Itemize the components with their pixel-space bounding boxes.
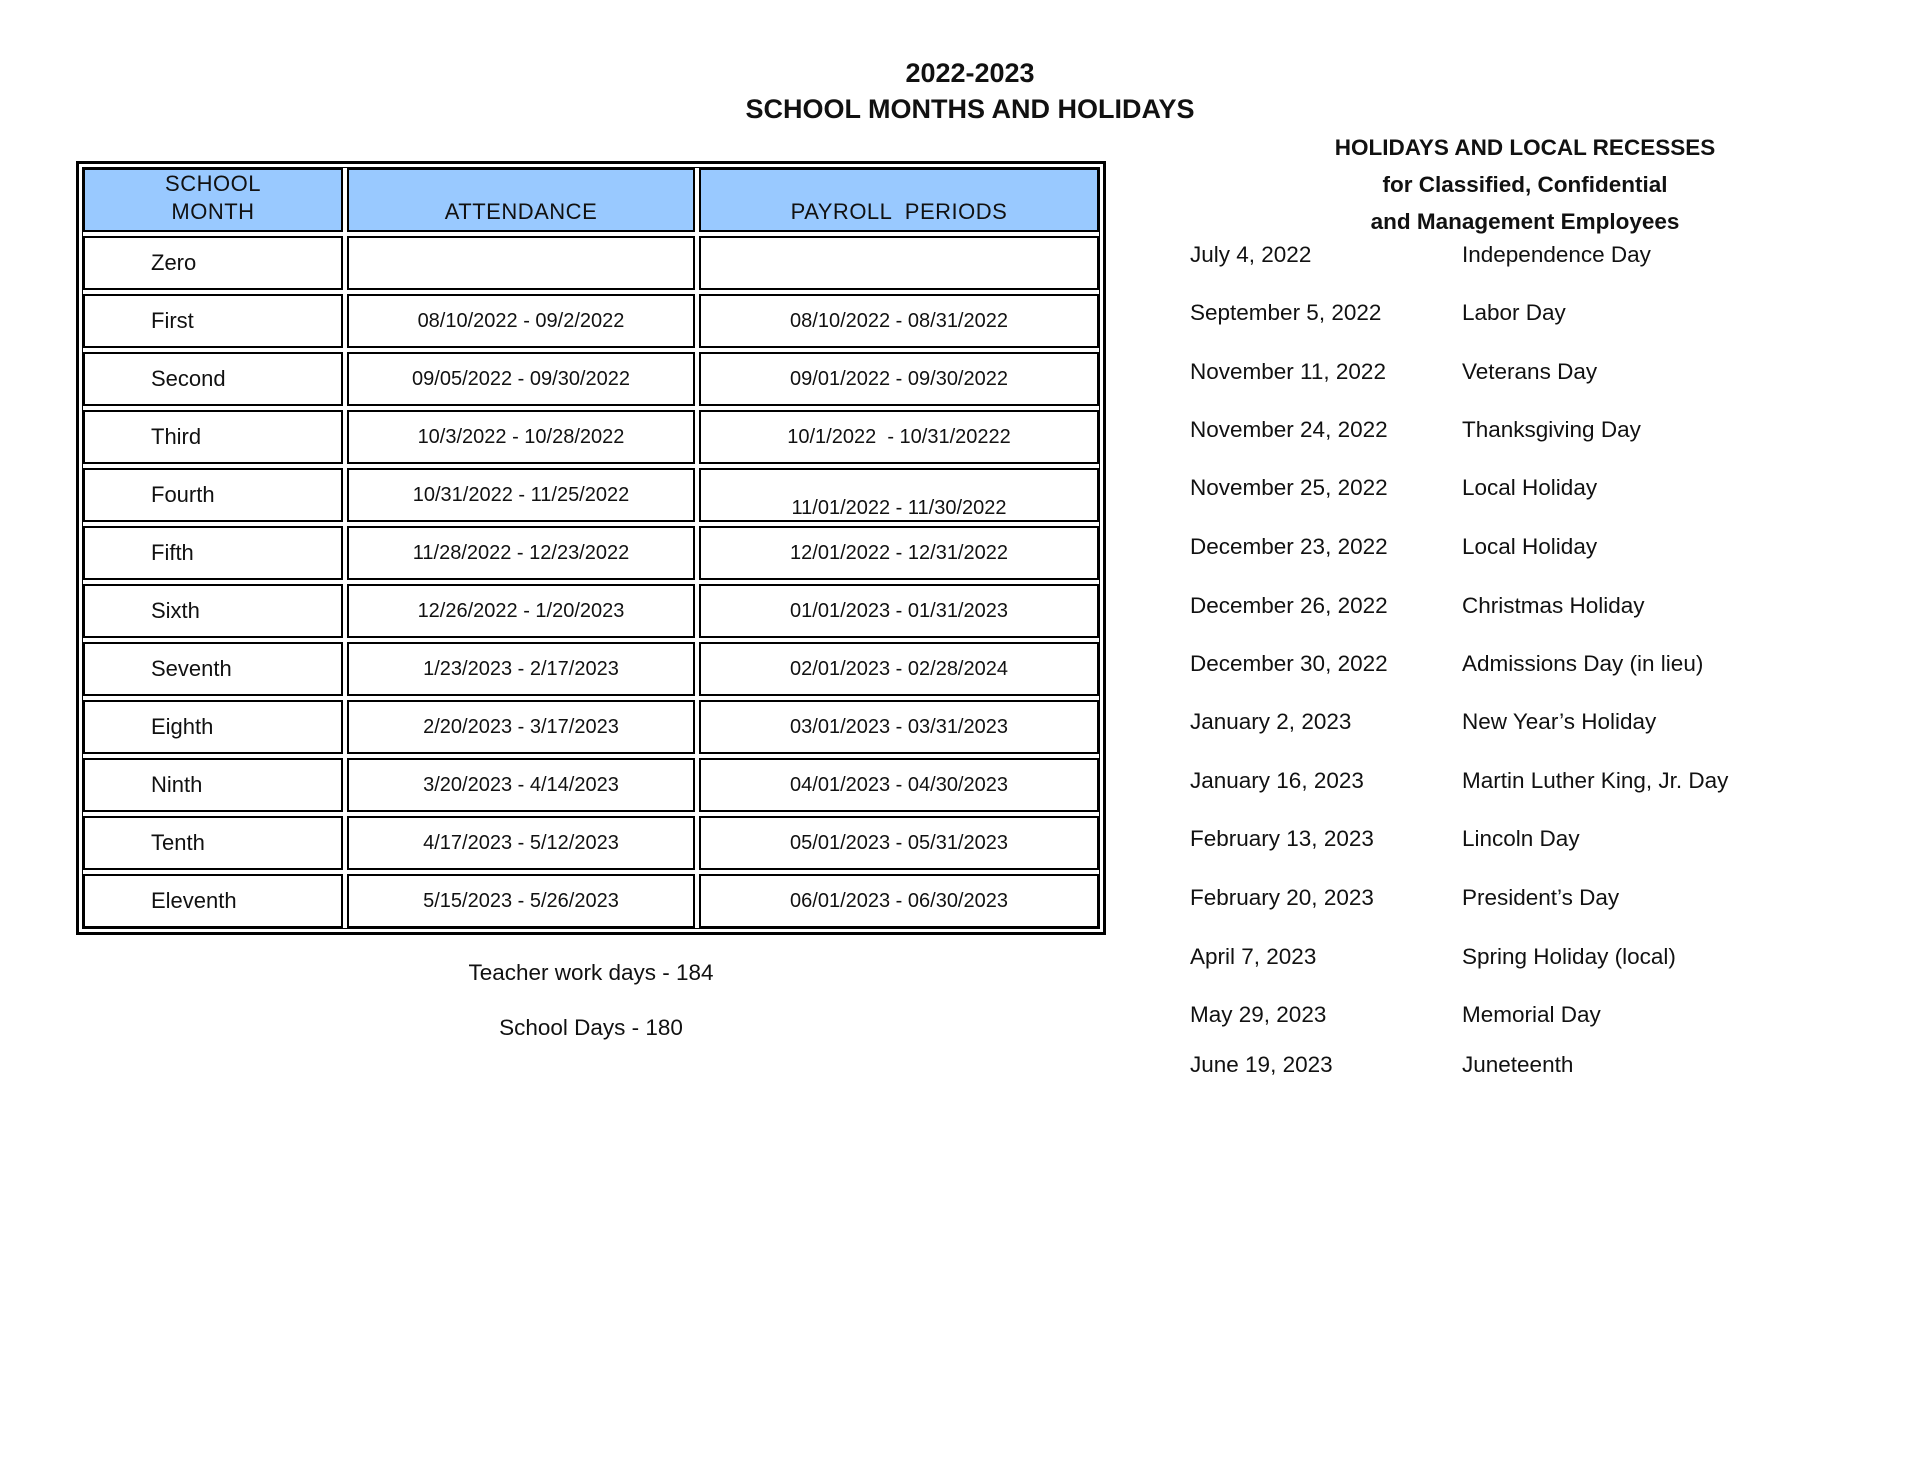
- table-row: Ninth 3/20/2023 - 4/14/2023 04/01/2023 - 0…: [83, 758, 1099, 812]
- holiday-date: May 29, 2023: [1190, 1002, 1327, 1027]
- attendance-cell: 1/23/2023 - 2/17/2023: [347, 642, 695, 696]
- table-header-row: SCHOOL MONTH ATTENDANCE PAYROLL PERIODS: [83, 168, 1099, 232]
- school-months-table: SCHOOL MONTH ATTENDANCE PAYROLL PERIODS Z…: [76, 161, 1106, 935]
- school-month-cell: Third: [83, 410, 343, 464]
- attendance-cell: 10/3/2022 - 10/28/2022: [347, 410, 695, 464]
- holiday-date: November 24, 2022: [1190, 417, 1388, 442]
- holiday-date: February 20, 2023: [1190, 885, 1374, 910]
- payroll-cell: 12/01/2022 - 12/31/2022: [699, 526, 1099, 580]
- holiday-date: November 25, 2022: [1190, 475, 1388, 500]
- table-row: Eighth 2/20/2023 - 3/17/2023 03/01/2023 - …: [83, 700, 1099, 754]
- holiday-name: Local Holiday: [1462, 534, 1598, 559]
- attendance-cell: 08/10/2022 - 09/2/2022: [347, 294, 695, 348]
- holiday-date: April 7, 2023: [1190, 944, 1317, 969]
- table-row: Tenth 4/17/2023 - 5/12/2023 05/01/2023 - 0…: [83, 816, 1099, 870]
- school-month-cell: Fifth: [83, 526, 343, 580]
- holiday-date: February 13, 2023: [1190, 826, 1374, 851]
- holidays-heading: HOLIDAYS AND LOCAL RECESSES for Classifi…: [1300, 129, 1750, 240]
- table-row: Eleventh 5/15/2023 - 5/26/2023 06/01/2023 …: [83, 874, 1099, 928]
- document-title-year: 2022-2023: [905, 58, 1035, 88]
- payroll-cell: 05/01/2023 - 05/31/2023: [699, 816, 1099, 870]
- holiday-name: Memorial Day: [1462, 1002, 1601, 1027]
- payroll-cell: 04/01/2023 - 04/30/2023: [699, 758, 1099, 812]
- payroll-cell: 10/1/2022 - 10/31/20222: [699, 410, 1099, 464]
- holiday-name: Martin Luther King, Jr. Day: [1462, 768, 1729, 793]
- holidays-heading-line1: HOLIDAYS AND LOCAL RECESSES: [1334, 135, 1716, 160]
- school-month-cell: First: [83, 294, 343, 348]
- school-month-cell: Fourth: [83, 468, 343, 522]
- holiday-name: Juneteenth: [1462, 1052, 1574, 1077]
- holiday-name: Labor Day: [1462, 300, 1566, 325]
- payroll-cell: 08/10/2022 - 08/31/2022: [699, 294, 1099, 348]
- school-month-cell: Sixth: [83, 584, 343, 638]
- attendance-cell: 4/17/2023 - 5/12/2023: [347, 816, 695, 870]
- attendance-cell: 5/15/2023 - 5/26/2023: [347, 874, 695, 928]
- school-month-cell: Tenth: [83, 816, 343, 870]
- header-attendance: ATTENDANCE: [347, 168, 695, 232]
- holiday-name: Lincoln Day: [1462, 826, 1580, 851]
- holiday-date: July 4, 2022: [1190, 242, 1312, 267]
- holiday-name: New Year’s Holiday: [1462, 709, 1657, 734]
- attendance-cell: 09/05/2022 - 09/30/2022: [347, 352, 695, 406]
- school-month-cell: Eleventh: [83, 874, 343, 928]
- teacher-work-days: Teacher work days - 184: [468, 960, 714, 985]
- holiday-date: December 26, 2022: [1190, 593, 1388, 618]
- holiday-name: Veterans Day: [1462, 359, 1598, 384]
- table-row: First 08/10/2022 - 09/2/2022 08/10/2022 - …: [83, 294, 1099, 348]
- payroll-cell: 01/01/2023 - 01/31/2023: [699, 584, 1099, 638]
- header-payroll-periods: PAYROLL PERIODS: [699, 168, 1099, 232]
- document-title: SCHOOL MONTHS AND HOLIDAYS: [745, 94, 1195, 124]
- attendance-cell: 3/20/2023 - 4/14/2023: [347, 758, 695, 812]
- holiday-date: September 5, 2022: [1190, 300, 1382, 325]
- table-row: Sixth 12/26/2022 - 1/20/2023 01/01/2023 - …: [83, 584, 1099, 638]
- payroll-cell: 06/01/2023 - 06/30/2023: [699, 874, 1099, 928]
- attendance-cell: [347, 236, 695, 290]
- attendance-cell: 10/31/2022 - 11/25/2022: [347, 468, 695, 522]
- holiday-date: November 11, 2022: [1190, 359, 1386, 384]
- table-row: Fourth 10/31/2022 - 11/25/2022 11/01/2022 …: [83, 468, 1099, 522]
- table-row: Third 10/3/2022 - 10/28/2022 10/1/2022 - 1…: [83, 410, 1099, 464]
- holiday-date: December 23, 2022: [1190, 534, 1388, 559]
- table-row: Seventh 1/23/2023 - 2/17/2023 02/01/2023 -…: [83, 642, 1099, 696]
- holiday-name: Christmas Holiday: [1462, 593, 1645, 618]
- holiday-date: January 2, 2023: [1190, 709, 1352, 734]
- attendance-cell: 2/20/2023 - 3/17/2023: [347, 700, 695, 754]
- holiday-date: January 16, 2023: [1190, 768, 1364, 793]
- holidays-heading-line3: and Management Employees: [1370, 209, 1680, 234]
- holiday-name: Thanksgiving Day: [1462, 417, 1641, 442]
- holiday-date: June 19, 2023: [1190, 1052, 1333, 1077]
- payroll-cell: 11/01/2022 - 11/30/2022: [699, 468, 1099, 522]
- table-row: Zero: [83, 236, 1099, 290]
- holiday-name: Admissions Day (in lieu): [1462, 651, 1704, 676]
- school-month-cell: Seventh: [83, 642, 343, 696]
- payroll-cell: 03/01/2023 - 03/31/2023: [699, 700, 1099, 754]
- school-month-cell: Ninth: [83, 758, 343, 812]
- payroll-cell: 09/01/2022 - 09/30/2022: [699, 352, 1099, 406]
- holiday-name: Spring Holiday (local): [1462, 944, 1676, 969]
- header-month-line1: SCHOOL: [165, 171, 261, 196]
- table-row: Second 09/05/2022 - 09/30/2022 09/01/2022 …: [83, 352, 1099, 406]
- holidays-heading-line2: for Classified, Confidential: [1382, 172, 1668, 197]
- school-month-cell: Zero: [83, 236, 343, 290]
- holiday-name: Independence Day: [1462, 242, 1651, 267]
- header-month-line2: MONTH: [171, 199, 255, 224]
- school-month-cell: Eighth: [83, 700, 343, 754]
- holiday-name: President’s Day: [1462, 885, 1620, 910]
- holiday-date: December 30, 2022: [1190, 651, 1388, 676]
- payroll-cell: 02/01/2023 - 02/28/2024: [699, 642, 1099, 696]
- attendance-cell: 12/26/2022 - 1/20/2023: [347, 584, 695, 638]
- holiday-name: Local Holiday: [1462, 475, 1598, 500]
- school-days: School Days - 180: [499, 1015, 683, 1040]
- attendance-cell: 11/28/2022 - 12/23/2022: [347, 526, 695, 580]
- table-row: Fifth 11/28/2022 - 12/23/2022 12/01/2022 -…: [83, 526, 1099, 580]
- header-school-month: SCHOOL MONTH: [83, 168, 343, 232]
- payroll-cell: [699, 236, 1099, 290]
- school-month-cell: Second: [83, 352, 343, 406]
